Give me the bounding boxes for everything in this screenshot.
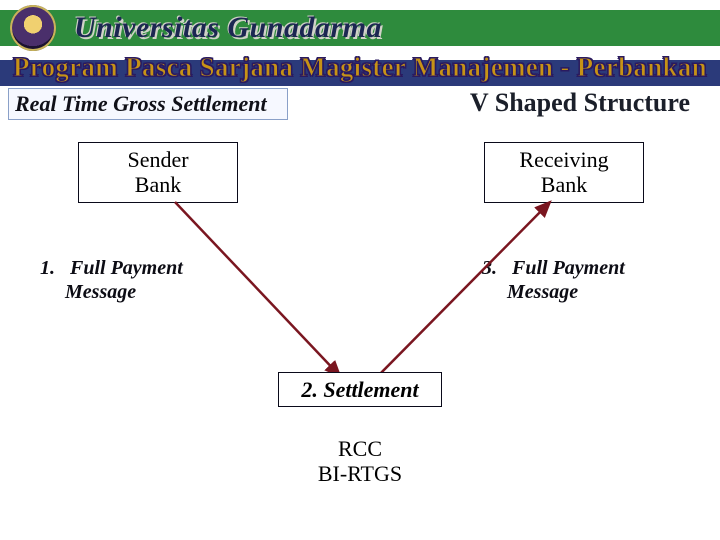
diagram-area: Real Time Gross Settlement V Shaped Stru… (0, 86, 720, 540)
label-step-1: 1. Full Payment Message (40, 256, 240, 304)
node-rcc-line2: BI-RTGS (318, 461, 402, 486)
label-step-1-num: 1. (40, 257, 55, 279)
university-title: Universitas Gunadarma (74, 11, 382, 45)
label-step-3-num: 3. (482, 257, 497, 279)
node-sender-bank: Sender Bank (78, 142, 238, 203)
node-sender-line1: Sender (127, 147, 188, 172)
node-sender-line2: Bank (135, 172, 181, 197)
program-title: Program Pasca Sarjana Magister Manajemen… (0, 52, 720, 83)
node-rcc-line1: RCC (338, 436, 382, 461)
label-step-1-line1: Full Payment (70, 257, 183, 279)
node-settlement: 2. Settlement (278, 372, 442, 407)
label-step-3: 3. Full Payment Message (482, 256, 692, 304)
label-step-3-line1: Full Payment (512, 257, 625, 279)
node-receiver-line2: Bank (541, 172, 587, 197)
section-label: Real Time Gross Settlement (8, 88, 288, 120)
node-receiver-line1: Receiving (519, 147, 608, 172)
header-band: Universitas Gunadarma (0, 0, 720, 56)
page-title: V Shaped Structure (470, 88, 690, 118)
university-logo-icon (10, 5, 56, 51)
node-receiving-bank: Receiving Bank (484, 142, 644, 203)
program-band: Program Pasca Sarjana Magister Manajemen… (0, 56, 720, 86)
label-step-1-line2: Message (65, 281, 136, 303)
node-rcc: RCC BI-RTGS (294, 432, 426, 491)
label-step-3-line2: Message (507, 281, 578, 303)
